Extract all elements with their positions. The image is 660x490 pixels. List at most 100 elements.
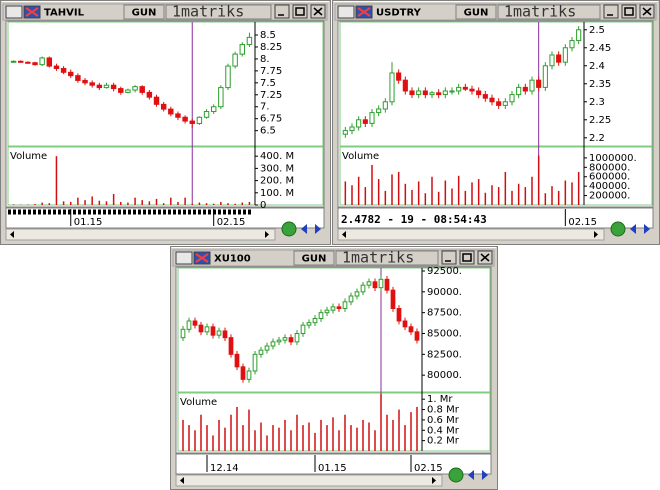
volume-bar xyxy=(404,425,406,451)
candle-body xyxy=(25,61,31,64)
volume-bar xyxy=(477,179,480,205)
volume-bar xyxy=(491,185,493,205)
candle-body xyxy=(482,94,488,99)
volume-bar xyxy=(391,174,393,205)
candle-body xyxy=(198,324,204,333)
candle-body xyxy=(396,72,402,81)
candle-body xyxy=(270,341,276,347)
refresh-button[interactable] xyxy=(610,221,626,237)
volume-bar xyxy=(504,172,507,205)
volume-bar xyxy=(357,176,360,205)
candle-body xyxy=(489,97,495,103)
window-icon[interactable] xyxy=(337,5,355,19)
scroll-track[interactable] xyxy=(5,228,276,241)
candle-body xyxy=(196,116,203,124)
volume-tick-label: 1. Mr xyxy=(427,394,453,405)
refresh-button[interactable] xyxy=(281,221,297,237)
scroll-track[interactable] xyxy=(175,474,443,487)
period-box[interactable] xyxy=(123,4,165,20)
candle-body xyxy=(402,320,408,328)
volume-bar xyxy=(457,175,460,205)
volume-bar xyxy=(386,414,388,451)
volume-bar xyxy=(384,190,387,205)
period: GUN xyxy=(302,254,327,265)
candle-body xyxy=(125,89,131,93)
candle-body xyxy=(139,86,145,93)
scroll-left[interactable] xyxy=(180,477,184,484)
candle-body xyxy=(529,79,535,92)
candle-body xyxy=(68,71,74,77)
volume-bar xyxy=(155,198,158,205)
candle-body xyxy=(306,322,312,326)
prev-button[interactable] xyxy=(301,224,307,234)
candle-body xyxy=(354,291,360,297)
y-tick-label: 7.25 xyxy=(260,90,282,101)
y-tick-label: 6.5 xyxy=(260,126,276,137)
volume-pane xyxy=(177,392,491,452)
candle-body xyxy=(276,339,282,343)
period-box[interactable] xyxy=(293,250,335,266)
minimize-button[interactable] xyxy=(441,250,457,265)
volume-bar xyxy=(302,425,304,451)
scroll-left[interactable] xyxy=(10,231,14,238)
candle-body xyxy=(469,88,475,92)
candle-body xyxy=(210,326,216,336)
next-button[interactable] xyxy=(644,224,650,234)
volume-pane xyxy=(7,146,324,206)
period-box[interactable] xyxy=(455,4,497,20)
symbol-title: XU100 xyxy=(214,254,251,265)
y-tick-label: 2.25 xyxy=(589,115,611,126)
volume-bar xyxy=(184,197,186,205)
next-button[interactable] xyxy=(482,470,488,480)
candle-body xyxy=(429,92,435,96)
volume-tick-label: 600000. xyxy=(589,172,630,183)
maximize-button[interactable] xyxy=(459,250,475,265)
candle-body xyxy=(389,72,395,103)
maximize-button[interactable] xyxy=(621,4,637,19)
volume-label: Volume xyxy=(10,151,47,162)
volume-bar xyxy=(338,430,340,451)
volume-bar xyxy=(344,414,346,451)
button-glyph xyxy=(480,253,490,262)
candle-body xyxy=(360,284,366,293)
candle-body xyxy=(442,90,448,96)
candle-body xyxy=(246,36,253,46)
candle-body xyxy=(222,330,228,339)
brand: 1matriks xyxy=(504,3,576,21)
candle-body xyxy=(378,278,384,289)
candle-body xyxy=(372,281,378,289)
scroll-right[interactable] xyxy=(594,231,598,238)
volume-bar xyxy=(314,432,316,451)
prev-button[interactable] xyxy=(468,470,474,480)
candle-body xyxy=(408,326,414,333)
date-strip xyxy=(175,453,492,475)
period: GUN xyxy=(132,8,157,19)
x-tick-label: 12.14 xyxy=(210,463,239,474)
prev-button[interactable] xyxy=(630,224,636,234)
candle-body xyxy=(300,324,306,334)
scroll-right[interactable] xyxy=(432,477,436,484)
brand-box xyxy=(497,4,601,20)
volume-bar xyxy=(531,176,533,205)
brand: 1matriks xyxy=(342,249,414,267)
next-button[interactable] xyxy=(315,224,321,234)
candle-body xyxy=(409,90,415,96)
y-tick-label: 7. xyxy=(260,102,270,113)
volume-tick-label: 400000. xyxy=(589,181,630,192)
scroll-right[interactable] xyxy=(265,231,269,238)
maximize-button[interactable] xyxy=(292,4,308,19)
minimize-button[interactable] xyxy=(274,4,290,19)
volume-bar xyxy=(84,200,86,205)
window-icon[interactable] xyxy=(5,5,23,19)
refresh-button[interactable] xyxy=(448,467,464,483)
y-tick-label: 8.25 xyxy=(260,42,282,53)
scroll-track[interactable] xyxy=(337,228,605,241)
scroll-left[interactable] xyxy=(342,231,346,238)
candle-body xyxy=(189,120,195,124)
minimize-button[interactable] xyxy=(603,4,619,19)
window-icon[interactable] xyxy=(175,251,193,265)
volume-bar xyxy=(266,435,268,451)
volume-bar xyxy=(364,187,367,205)
volume-bar xyxy=(70,201,72,205)
candle-body xyxy=(336,306,342,309)
